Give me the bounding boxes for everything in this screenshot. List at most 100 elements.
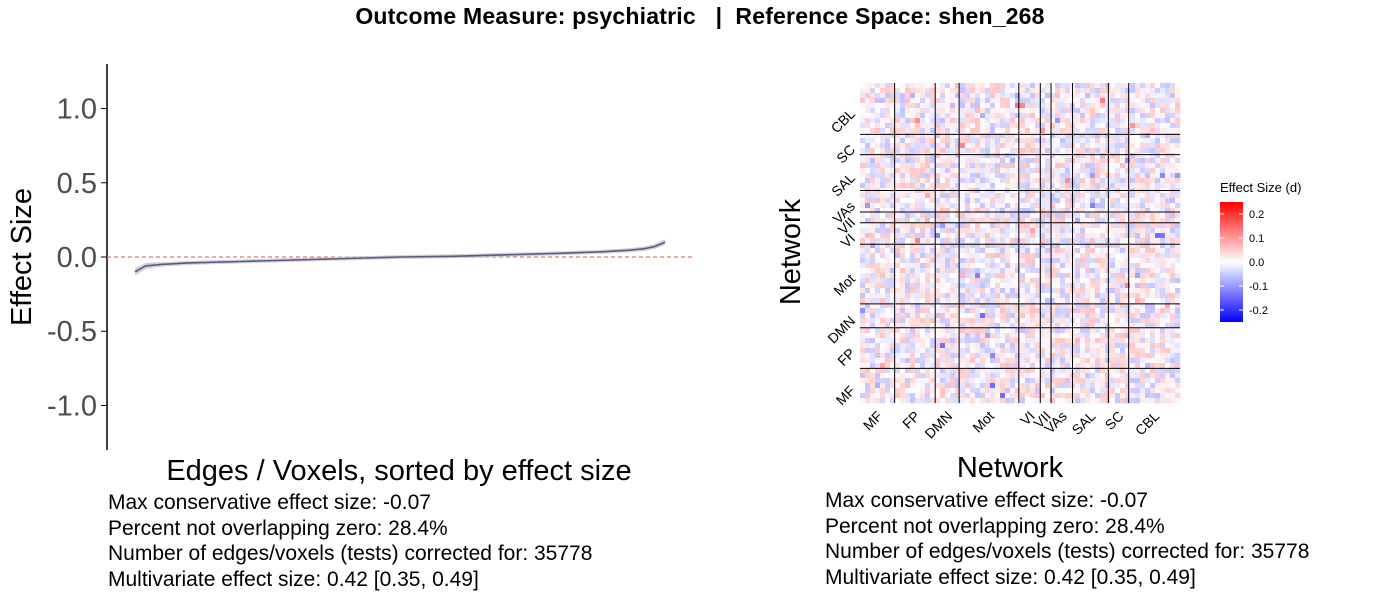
heatmap-cell	[1120, 383, 1126, 389]
heatmap-cell	[900, 203, 906, 209]
heatmap-cell	[1160, 293, 1166, 299]
heatmap-cell	[935, 368, 941, 374]
heatmap-cell	[965, 223, 971, 229]
heatmap-cell	[1165, 308, 1171, 314]
heatmap-cell	[935, 183, 941, 189]
heatmap-cell	[985, 168, 991, 174]
heatmap-cell	[1015, 113, 1021, 119]
heatmap-cell	[895, 398, 901, 404]
heatmap-cell	[910, 88, 916, 94]
heatmap-cell	[1165, 233, 1171, 239]
heatmap-cell	[1130, 88, 1136, 94]
heatmap-cell	[1155, 253, 1161, 259]
heatmap-cell	[1125, 238, 1131, 244]
heatmap-cell	[1035, 213, 1041, 219]
heatmap-cell	[925, 213, 931, 219]
heatmap-cell	[1080, 113, 1086, 119]
heatmap-cell	[920, 338, 926, 344]
heatmap-cell	[1100, 293, 1106, 299]
heatmap-cell	[955, 378, 961, 384]
heatmap-cell	[1175, 398, 1181, 404]
heatmap-cell	[1100, 203, 1106, 209]
heatmap-cell	[915, 373, 921, 379]
heatmap-cell	[1090, 93, 1096, 99]
heatmap-cell	[910, 338, 916, 344]
heatmap-cell	[1135, 268, 1141, 274]
heatmap-cell	[860, 153, 866, 159]
heatmap-cell	[1065, 248, 1071, 254]
heatmap-cell	[1150, 218, 1156, 224]
heatmap-cell	[955, 98, 961, 104]
heatmap-cell	[890, 168, 896, 174]
heatmap-cell	[1140, 128, 1146, 134]
heatmap-cell	[1010, 143, 1016, 149]
heatmap-cell	[925, 383, 931, 389]
heatmap-cell	[1165, 193, 1171, 199]
heatmap-cell	[1075, 263, 1081, 269]
heatmap-cell	[900, 223, 906, 229]
heatmap-cell	[1025, 138, 1031, 144]
heatmap-cell	[1040, 363, 1046, 369]
heatmap-cell	[1160, 233, 1166, 239]
heatmap-cell	[915, 333, 921, 339]
heatmap-cell	[870, 88, 876, 94]
legend-tick-label: 0.0	[1249, 257, 1264, 269]
heatmap-cell	[1120, 238, 1126, 244]
heatmap-cell	[895, 353, 901, 359]
heatmap-cell	[1015, 138, 1021, 144]
heatmap-cell	[975, 233, 981, 239]
heatmap-cell	[1090, 233, 1096, 239]
heatmap-cell	[960, 253, 966, 259]
heatmap-cell	[1005, 143, 1011, 149]
heatmap-cell	[1125, 373, 1131, 379]
heatmap-cell	[1145, 238, 1151, 244]
heatmap-cell	[1105, 128, 1111, 134]
heatmap-cell	[990, 218, 996, 224]
heatmap-cell	[960, 208, 966, 214]
heatmap-cell	[995, 158, 1001, 164]
heatmap-cell	[1045, 223, 1051, 229]
heatmap-cell	[1020, 373, 1026, 379]
heatmap-cell	[1090, 388, 1096, 394]
heatmap-cell	[955, 108, 961, 114]
heatmap-cell	[1065, 88, 1071, 94]
heatmap-cell	[1055, 278, 1061, 284]
heatmap-y-tick-label: DMN	[824, 313, 858, 347]
heatmap-cell	[860, 288, 866, 294]
heatmap-cell	[905, 143, 911, 149]
heatmap-cell	[1165, 393, 1171, 399]
heatmap-cell	[915, 193, 921, 199]
heatmap-cell	[1025, 358, 1031, 364]
heatmap-cell	[900, 118, 906, 124]
heatmap-cell	[1015, 233, 1021, 239]
heatmap-cell	[980, 253, 986, 259]
heatmap-cell	[1015, 398, 1021, 404]
heatmap-cell	[1105, 243, 1111, 249]
heatmap-cell	[1050, 368, 1056, 374]
heatmap-cell	[875, 273, 881, 279]
heatmap-cell	[1125, 323, 1131, 329]
heatmap-cell	[1150, 328, 1156, 334]
heatmap-cell	[915, 338, 921, 344]
heatmap-cell	[1040, 138, 1046, 144]
heatmap-cell	[1155, 183, 1161, 189]
heatmap-cell	[1150, 348, 1156, 354]
heatmap-cell	[940, 83, 946, 89]
heatmap-cell	[905, 233, 911, 239]
heatmap-cell	[950, 328, 956, 334]
heatmap-cell	[1100, 243, 1106, 249]
heatmap-cell	[880, 228, 886, 234]
heatmap-cell	[1155, 363, 1161, 369]
heatmap-cell	[1025, 258, 1031, 264]
heatmap-cell	[1055, 258, 1061, 264]
heatmap-cell	[1105, 153, 1111, 159]
heatmap-cell	[1000, 148, 1006, 154]
heatmap-cell	[925, 173, 931, 179]
heatmap-cell	[905, 368, 911, 374]
heatmap-cell	[1110, 233, 1116, 239]
heatmap-cell	[865, 263, 871, 269]
heatmap-cell	[865, 93, 871, 99]
heatmap-cell	[1015, 148, 1021, 154]
heatmap-cell	[900, 328, 906, 334]
heatmap-cell	[865, 163, 871, 169]
